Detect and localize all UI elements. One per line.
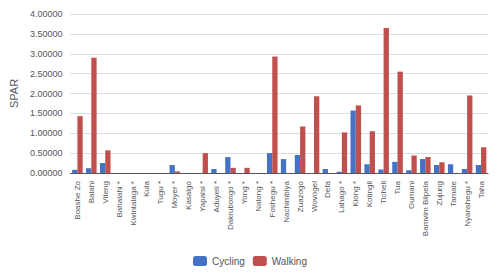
svg-text:Balahi: Balahi xyxy=(87,181,96,203)
svg-text:SPAR: SPAR xyxy=(8,79,20,108)
svg-text:Boashe Zo: Boashe Zo xyxy=(73,180,82,219)
svg-text:Nalong *: Nalong * xyxy=(254,181,263,212)
svg-text:Yong *: Yong * xyxy=(240,181,249,204)
svg-text:0.50000: 0.50000 xyxy=(30,148,63,158)
svg-text:4.00000: 4.00000 xyxy=(30,9,63,19)
svg-text:Walking: Walking xyxy=(272,256,307,267)
svg-text:2.50000: 2.50000 xyxy=(30,69,63,79)
svg-text:Defa: Defa xyxy=(323,180,332,197)
svg-text:Taha: Taha xyxy=(477,180,486,198)
svg-text:Bahalahi *: Bahalahi * xyxy=(115,181,124,217)
svg-text:3.50000: 3.50000 xyxy=(30,29,63,39)
svg-text:Moyer *: Moyer * xyxy=(170,181,179,209)
svg-text:Gumani: Gumani xyxy=(407,181,416,209)
svg-text:1.50000: 1.50000 xyxy=(30,108,63,118)
svg-text:Kula: Kula xyxy=(142,180,151,197)
svg-text:0.00000: 0.00000 xyxy=(30,168,63,178)
svg-text:Yapalsi *: Yapalsi * xyxy=(198,181,207,212)
svg-text:Nachimbiya: Nachimbiya xyxy=(282,180,291,222)
svg-text:Foshegu *: Foshegu * xyxy=(268,181,277,217)
svg-text:Wovogel: Wovogel xyxy=(310,181,319,212)
svg-text:Tamale: Tamale xyxy=(449,180,458,206)
svg-text:Aduyeli *: Aduyeli * xyxy=(212,181,221,213)
svg-text:Zuazogo: Zuazogo xyxy=(296,180,305,212)
svg-text:2.00000: 2.00000 xyxy=(30,89,63,99)
svg-text:Tugu *: Tugu * xyxy=(156,181,165,204)
svg-text:1.00000: 1.00000 xyxy=(30,128,63,138)
svg-text:Tua: Tua xyxy=(393,180,402,194)
svg-text:Kotingli: Kotingli xyxy=(365,181,374,207)
svg-text:Kwintalaga *: Kwintalaga * xyxy=(129,181,138,225)
svg-text:Lahago *: Lahago * xyxy=(337,181,346,213)
svg-text:Dakrubongo *: Dakrubongo * xyxy=(226,181,235,230)
svg-text:Kiong *: Kiong * xyxy=(351,181,360,207)
svg-text:Bamvim Bilpela: Bamvim Bilpela xyxy=(421,180,430,236)
svg-text:Zujung: Zujung xyxy=(435,181,444,205)
svg-text:Cycling: Cycling xyxy=(212,256,245,267)
svg-text:Nyanshegu *: Nyanshegu * xyxy=(463,181,472,227)
svg-text:3.00000: 3.00000 xyxy=(30,49,63,59)
svg-text:Ticheli: Ticheli xyxy=(379,181,388,204)
svg-text:Viteng: Viteng xyxy=(101,181,110,204)
svg-text:Kasalgo: Kasalgo xyxy=(184,180,193,209)
